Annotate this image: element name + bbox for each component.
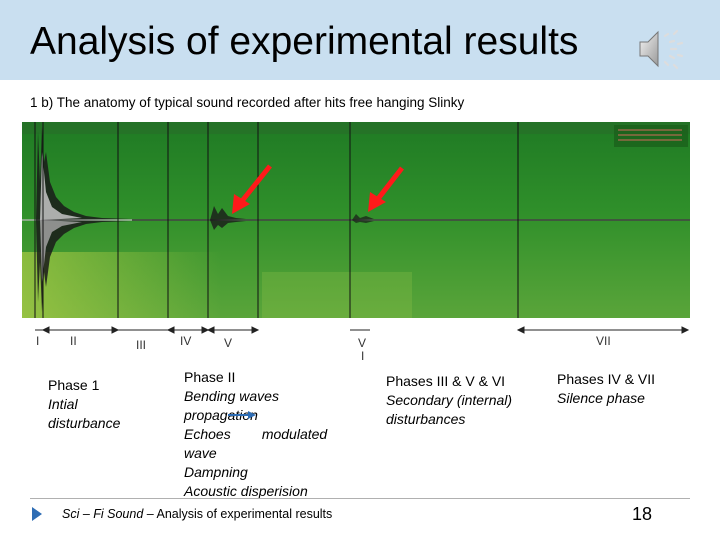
page-number: 18 bbox=[632, 504, 653, 524]
phase-3-block: Phases III & V & VI Secondary (internal)… bbox=[386, 372, 512, 429]
slide-subtitle: 1 b) The anatomy of typical sound record… bbox=[30, 95, 465, 110]
phase-1-line: disturbance bbox=[48, 415, 121, 431]
speaker-icon[interactable] bbox=[634, 22, 686, 74]
red-arrow-icon bbox=[368, 166, 404, 212]
phase-brackets bbox=[35, 326, 690, 334]
phase-1-heading: Phase 1 bbox=[48, 377, 100, 393]
phase-2-line: Bending waves bbox=[184, 388, 279, 404]
phase-3-heading: Phases III & V & VI bbox=[386, 373, 506, 389]
phase-2-block: Phase II Bending waves propagation Echoe… bbox=[184, 368, 327, 501]
phase-2-line: propagation bbox=[184, 407, 258, 423]
phase-2-line: wave bbox=[184, 445, 217, 461]
phase-3-line: Secondary (internal) bbox=[386, 392, 513, 408]
footer-rest: – Analysis of experimental results bbox=[143, 507, 333, 521]
phase-2-line: Echoes modulated bbox=[184, 426, 328, 442]
red-arrow-icon bbox=[232, 164, 272, 214]
phase-marker-6b: I bbox=[361, 349, 365, 363]
phase-2-line: Acoustic disperision bbox=[184, 483, 308, 499]
footer-text: Sci – Fi Sound – Analysis of experimenta… bbox=[62, 507, 332, 521]
small-arrow-icon bbox=[228, 411, 256, 419]
phase-4-heading: Phases IV & VII bbox=[557, 371, 656, 387]
phase-2-line: Dampning bbox=[184, 464, 248, 480]
phase-marker-7: VII bbox=[596, 334, 611, 348]
slide-title: Analysis of experimental results bbox=[30, 20, 579, 63]
phase-4-block: Phases IV & VII Silence phase bbox=[557, 370, 655, 408]
phase-marker-5: V bbox=[224, 336, 233, 350]
phase-marker-3: III bbox=[136, 338, 147, 352]
phase-1-block: Phase 1 Intial disturbance bbox=[48, 376, 120, 433]
title-bar: Analysis of experimental results bbox=[0, 0, 720, 80]
phase-3-line: disturbances bbox=[386, 411, 466, 427]
phase-marker-4: IV bbox=[180, 334, 192, 348]
phase-1-line: Intial bbox=[48, 396, 78, 412]
phase-marker-2: II bbox=[70, 334, 77, 348]
phase-2-heading: Phase II bbox=[184, 369, 236, 385]
phase-marker-6a: V bbox=[358, 336, 367, 350]
phase-marker-1: I bbox=[36, 334, 40, 348]
footer-italic: Sci – Fi Sound bbox=[62, 507, 144, 521]
spectrogram-image bbox=[22, 122, 690, 318]
phase-4-line: Silence phase bbox=[557, 390, 645, 406]
footer-divider bbox=[30, 498, 690, 499]
footer-bullet-icon bbox=[32, 507, 42, 521]
